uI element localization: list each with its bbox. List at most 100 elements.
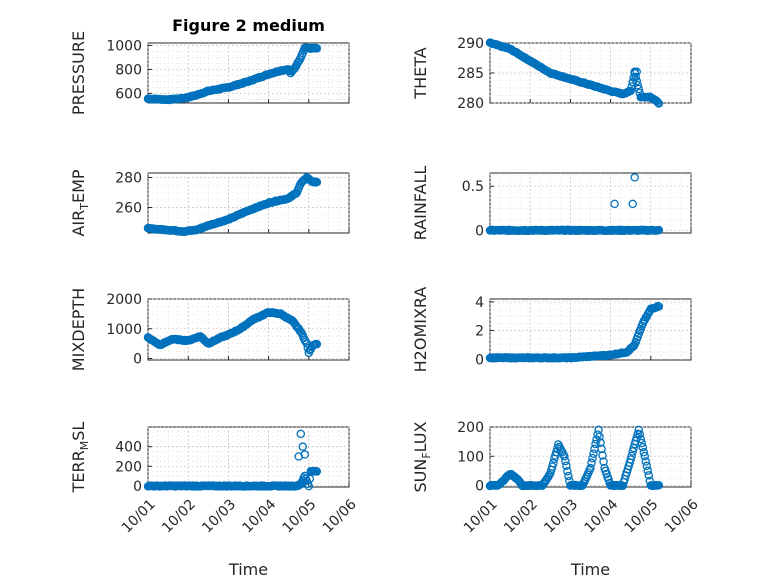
data-point bbox=[586, 463, 595, 473]
data-point bbox=[596, 438, 605, 447]
y-tick-label: 285 bbox=[457, 66, 484, 82]
data-point bbox=[626, 86, 635, 96]
data-point bbox=[560, 451, 569, 461]
data-point bbox=[595, 432, 604, 441]
data-point bbox=[637, 438, 647, 448]
data-point bbox=[638, 442, 648, 452]
data-point bbox=[632, 76, 641, 86]
series-markers bbox=[485, 425, 664, 491]
plot-area bbox=[147, 298, 350, 361]
data-point bbox=[627, 451, 636, 461]
x-tick-label: 10/01 bbox=[461, 496, 501, 536]
y-tick-label: 1000 bbox=[106, 322, 142, 338]
x-tick-label: 10/04 bbox=[239, 496, 279, 536]
data-point bbox=[591, 439, 600, 449]
series-markers bbox=[143, 173, 322, 237]
data-point bbox=[312, 177, 322, 187]
subplot-rainfall: 0 0.5 RAINFALL bbox=[411, 166, 692, 241]
x-tick-label: 10/03 bbox=[199, 496, 239, 536]
data-point bbox=[644, 471, 654, 480]
subplot-theta: 280 285 290 THETA bbox=[411, 36, 692, 112]
data-point bbox=[634, 84, 643, 94]
data-point bbox=[561, 456, 570, 466]
data-point bbox=[628, 447, 637, 456]
y-tick-label: 600 bbox=[115, 86, 142, 102]
subplot-terr-msl: 0 200 400 10/01 10/02 10/03 10/04 10/05 10/06 Tim… bbox=[69, 422, 360, 579]
y-tick-label: 4 bbox=[475, 295, 484, 311]
x-tick-label: 10/03 bbox=[541, 496, 581, 536]
data-point bbox=[587, 458, 596, 468]
y-tick-label: 260 bbox=[115, 201, 142, 217]
data-point bbox=[610, 199, 619, 209]
data-point bbox=[654, 99, 664, 108]
data-point bbox=[588, 453, 597, 463]
data-point bbox=[628, 199, 637, 209]
y-tick-label: 0 bbox=[133, 479, 142, 495]
data-point bbox=[300, 450, 310, 459]
data-point bbox=[653, 98, 663, 107]
data-point bbox=[589, 449, 598, 458]
data-point bbox=[630, 173, 639, 182]
x-tick-label: 10/05 bbox=[622, 496, 662, 536]
y-tick-label: 2 bbox=[475, 324, 484, 340]
data-point bbox=[296, 429, 306, 439]
x-axis-label: Time bbox=[570, 560, 610, 579]
y-tick-label: 100 bbox=[457, 449, 484, 465]
y-tick-label: 1000 bbox=[106, 38, 142, 54]
data-point bbox=[549, 458, 558, 468]
data-point bbox=[634, 425, 643, 435]
y-tick-label: 0 bbox=[475, 223, 484, 239]
series-markers bbox=[485, 38, 664, 108]
data-point bbox=[563, 466, 572, 476]
data-point bbox=[564, 471, 573, 481]
y-tick-label: 800 bbox=[115, 62, 142, 78]
data-point bbox=[636, 434, 646, 444]
y-tick-label: 2000 bbox=[106, 292, 142, 308]
y-tick-label: 0.5 bbox=[462, 179, 484, 195]
x-tick-label: 10/01 bbox=[119, 496, 159, 536]
chart-title: Figure 2 medium bbox=[172, 16, 325, 35]
plot-area bbox=[489, 172, 692, 234]
data-point bbox=[312, 44, 322, 53]
data-point bbox=[643, 466, 653, 476]
x-tick-label: 10/05 bbox=[280, 496, 320, 536]
series-markers bbox=[143, 43, 322, 105]
data-point bbox=[629, 341, 638, 351]
y-tick-label: 280 bbox=[115, 171, 142, 187]
x-tick-label: 10/06 bbox=[320, 496, 360, 536]
data-point bbox=[562, 461, 571, 470]
data-point bbox=[639, 448, 649, 457]
y-tick-label: 0 bbox=[133, 352, 142, 368]
data-point bbox=[548, 462, 557, 471]
y-axis-label: SUNFLUX bbox=[411, 421, 433, 492]
data-point bbox=[628, 77, 637, 87]
data-point bbox=[641, 457, 651, 466]
y-tick-label: 400 bbox=[115, 440, 142, 456]
data-point bbox=[298, 442, 308, 451]
data-point bbox=[593, 430, 602, 439]
subplot-air-temp: 260 280 AIRTEMP bbox=[69, 169, 350, 237]
subplot-sun-flux: 0 100 200 10/01 10/02 10/03 10/04 10/05 10/06 Tim… bbox=[411, 420, 702, 579]
subplot-h2omixra: 0 2 4 H2OMIXRA bbox=[411, 287, 692, 372]
x-tick-label: 10/02 bbox=[159, 496, 199, 536]
x-tick-label: 10/06 bbox=[662, 496, 702, 536]
data-point bbox=[654, 225, 664, 235]
y-tick-label: 290 bbox=[457, 36, 484, 52]
y-tick-label: 0 bbox=[475, 352, 484, 368]
data-point bbox=[652, 96, 662, 106]
data-point bbox=[640, 451, 650, 461]
data-point bbox=[545, 470, 554, 480]
data-point bbox=[642, 461, 652, 471]
x-tick-label: 10/02 bbox=[501, 496, 541, 536]
y-tick-label: 0 bbox=[475, 479, 484, 495]
series-markers bbox=[485, 173, 664, 236]
subplot-pressure: 600 800 1000 PRESSURE Figure 2 medium bbox=[69, 16, 350, 115]
x-axis-label: Time bbox=[228, 560, 268, 579]
y-axis-label: RAINFALL bbox=[411, 166, 430, 241]
data-point bbox=[632, 67, 641, 77]
series-markers bbox=[143, 429, 322, 491]
data-point bbox=[635, 429, 644, 439]
y-axis-label: TERRMSL bbox=[69, 422, 91, 494]
data-point bbox=[626, 455, 635, 464]
